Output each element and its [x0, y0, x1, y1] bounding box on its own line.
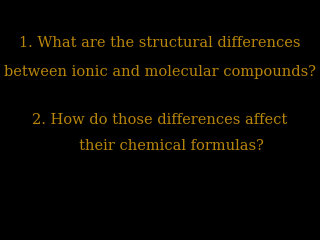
- Text: 1. What are the structural differences: 1. What are the structural differences: [19, 36, 301, 50]
- Text: their chemical formulas?: their chemical formulas?: [56, 139, 264, 153]
- Text: between ionic and molecular compounds?: between ionic and molecular compounds?: [4, 65, 316, 79]
- Text: 2. How do those differences affect: 2. How do those differences affect: [32, 113, 288, 127]
